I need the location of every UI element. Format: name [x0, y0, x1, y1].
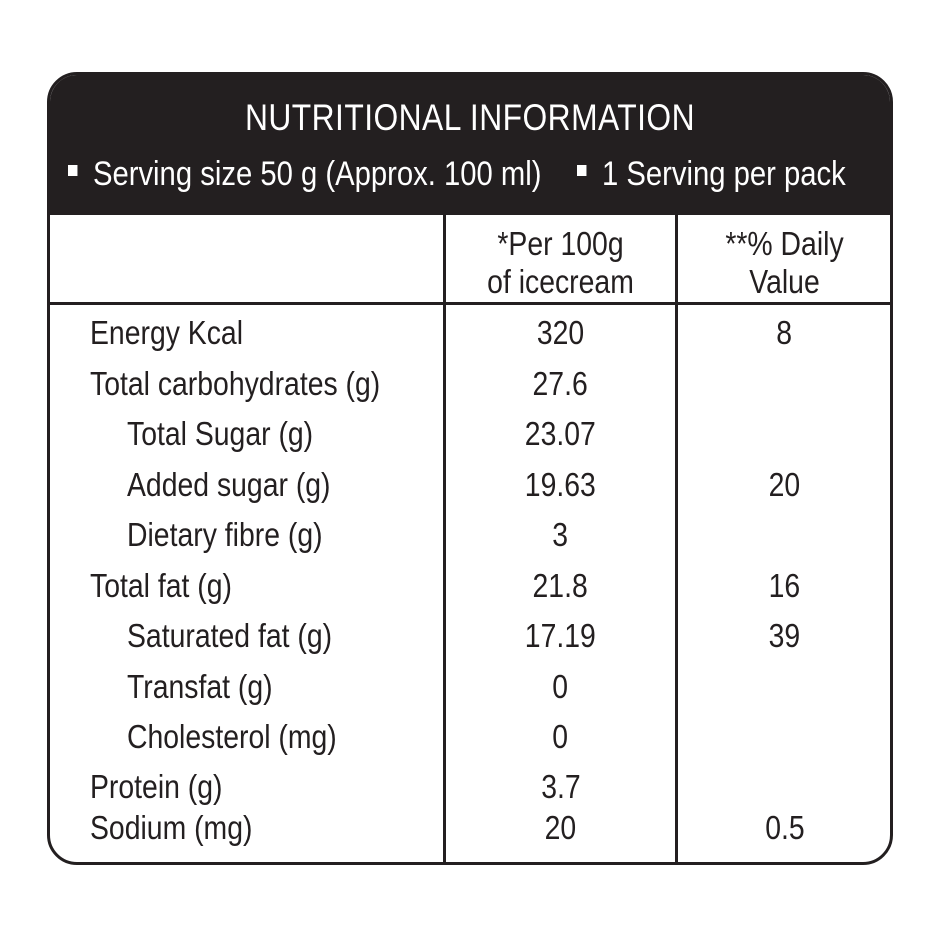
per-100g-value: 17.19 — [524, 617, 597, 654]
per-100g-value: 19.63 — [524, 466, 597, 503]
table-row: Protein (g) 3.7 — [50, 765, 890, 809]
nutrient-label: Added sugar (g) — [127, 466, 331, 503]
column-header-line: Value — [749, 263, 820, 300]
daily-value-percent — [678, 715, 890, 759]
nutrient-label: Energy Kcal — [90, 314, 244, 351]
square-bullet-icon — [68, 164, 78, 176]
nutrient-label: Dietary fibre (g) — [127, 516, 323, 553]
nutrient-label: Saturated fat (g) — [127, 617, 333, 654]
per-100g-value: 0 — [552, 668, 569, 705]
per-100g-value: 23.07 — [524, 415, 597, 452]
column-header-line: **% Daily — [725, 225, 844, 262]
per-100g-value: 0 — [552, 718, 569, 755]
column-header-line: *Per 100g — [497, 225, 624, 262]
panel-title: NUTRITIONAL INFORMATION — [244, 97, 696, 138]
table-row: Cholesterol (mg) 0 — [50, 715, 890, 759]
column-header-line: of icecream — [487, 263, 634, 300]
servings-per-pack-text: 1 Serving per pack — [601, 155, 846, 193]
nutrient-label: Protein (g) — [90, 768, 223, 805]
column-header-per-100g: *Per 100g of icecream — [446, 225, 675, 301]
header-row-divider — [50, 302, 890, 305]
daily-value-percent: 8 — [776, 314, 793, 351]
per-100g-value: 27.6 — [532, 365, 589, 402]
daily-value-percent: 39 — [768, 617, 801, 654]
serving-size-text: Serving size 50 g (Approx. 100 ml) — [92, 155, 542, 193]
per-100g-value: 21.8 — [532, 567, 589, 604]
daily-value-percent: 0.5 — [764, 809, 805, 846]
serving-size-info: Serving size 50 g (Approx. 100 ml) — [68, 155, 541, 194]
daily-value-percent: 20 — [768, 466, 801, 503]
per-100g-value: 3.7 — [540, 768, 581, 805]
column-divider — [675, 215, 678, 862]
nutrient-label: Total fat (g) — [90, 567, 232, 604]
table-row: Sodium (mg) 20 0.5 — [50, 806, 890, 850]
table-row: Total fat (g) 21.8 16 — [50, 564, 890, 608]
table-row: Total carbohydrates (g) 27.6 — [50, 362, 890, 406]
per-100g-value: 3 — [552, 516, 569, 553]
servings-per-pack-info: 1 Serving per pack — [577, 155, 846, 194]
nutrient-label: Transfat (g) — [127, 668, 273, 705]
table-row: Saturated fat (g) 17.19 39 — [50, 614, 890, 658]
per-100g-value: 20 — [544, 809, 577, 846]
per-100g-value: 320 — [536, 314, 585, 351]
table-row: Dietary fibre (g) 3 — [50, 513, 890, 557]
table-row: Total Sugar (g) 23.07 — [50, 412, 890, 456]
daily-value-percent: 16 — [768, 567, 801, 604]
column-divider — [443, 215, 446, 862]
daily-value-percent — [678, 412, 890, 456]
nutrient-label: Total Sugar (g) — [127, 415, 314, 452]
square-bullet-icon — [577, 164, 587, 176]
nutrient-label: Total carbohydrates (g) — [90, 365, 381, 402]
daily-value-percent — [678, 765, 890, 809]
daily-value-percent — [678, 513, 890, 557]
daily-value-percent — [678, 362, 890, 406]
table-row: Added sugar (g) 19.63 20 — [50, 463, 890, 507]
nutrition-header: NUTRITIONAL INFORMATION Serving size 50 … — [50, 75, 890, 215]
nutrient-label: Cholesterol (mg) — [127, 718, 337, 755]
nutrient-label: Sodium (mg) — [90, 809, 253, 846]
table-row: Transfat (g) 0 — [50, 665, 890, 709]
table-row: Energy Kcal 320 8 — [50, 311, 890, 355]
daily-value-percent — [678, 665, 890, 709]
nutrition-facts-panel: NUTRITIONAL INFORMATION Serving size 50 … — [47, 72, 893, 865]
column-header-daily-value: **% Daily Value — [678, 225, 890, 301]
